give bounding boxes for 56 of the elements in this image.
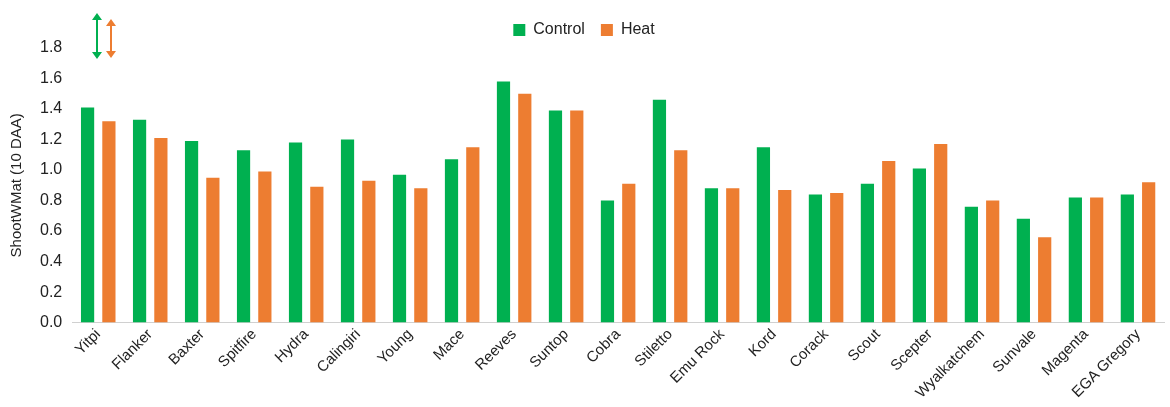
y-tick-label: 1.2 (39, 129, 63, 147)
bar (132, 119, 147, 323)
bar (206, 177, 220, 323)
bar (1016, 218, 1030, 323)
bar (830, 192, 844, 323)
legend-label: Control (533, 20, 585, 38)
bar (1142, 182, 1156, 323)
bar (912, 168, 926, 323)
y-tick-label: 0.0 (39, 313, 63, 331)
bar (882, 160, 896, 323)
y-tick-label: 1.4 (39, 99, 63, 117)
bar (154, 138, 168, 323)
bar (1090, 197, 1104, 323)
bar (258, 171, 272, 323)
y-tick-label: 0.6 (39, 221, 63, 239)
bar (310, 186, 324, 323)
bar (808, 194, 823, 323)
bar (1120, 194, 1134, 323)
bar (986, 200, 1000, 323)
bar (80, 107, 95, 323)
bar (362, 180, 376, 323)
bar (444, 159, 459, 323)
y-tick-label: 0.2 (39, 282, 63, 300)
bar (704, 188, 719, 323)
y-tick-label: 0.4 (39, 251, 63, 269)
bar (466, 147, 480, 323)
bar (622, 183, 636, 323)
bar (548, 110, 563, 323)
y-tick-label: 0.8 (39, 190, 63, 208)
bar (860, 183, 875, 323)
bar (674, 150, 688, 323)
bar (778, 189, 792, 323)
bar (496, 81, 511, 323)
y-tick-label: 1.6 (39, 68, 63, 86)
bar (934, 144, 948, 323)
y-axis-title: ShootWMat (10 DAA) (7, 113, 25, 258)
bar (600, 200, 615, 323)
bar (756, 147, 771, 323)
bar (1068, 197, 1082, 323)
bar (726, 188, 740, 323)
y-tick-label: 1.0 (39, 160, 63, 178)
bar (236, 150, 251, 323)
bar (414, 188, 428, 323)
bar (1038, 237, 1052, 323)
bar (340, 139, 355, 323)
bar (184, 141, 199, 323)
bar (570, 110, 584, 323)
bar (652, 99, 667, 323)
legend-label: Heat (620, 20, 656, 38)
x-tick-label: Yitpi (71, 325, 104, 358)
bar (102, 121, 116, 323)
bar (518, 93, 532, 323)
bar (392, 174, 407, 323)
bar (288, 142, 303, 323)
y-tick-label: 1.8 (39, 38, 63, 56)
bar (964, 206, 978, 323)
